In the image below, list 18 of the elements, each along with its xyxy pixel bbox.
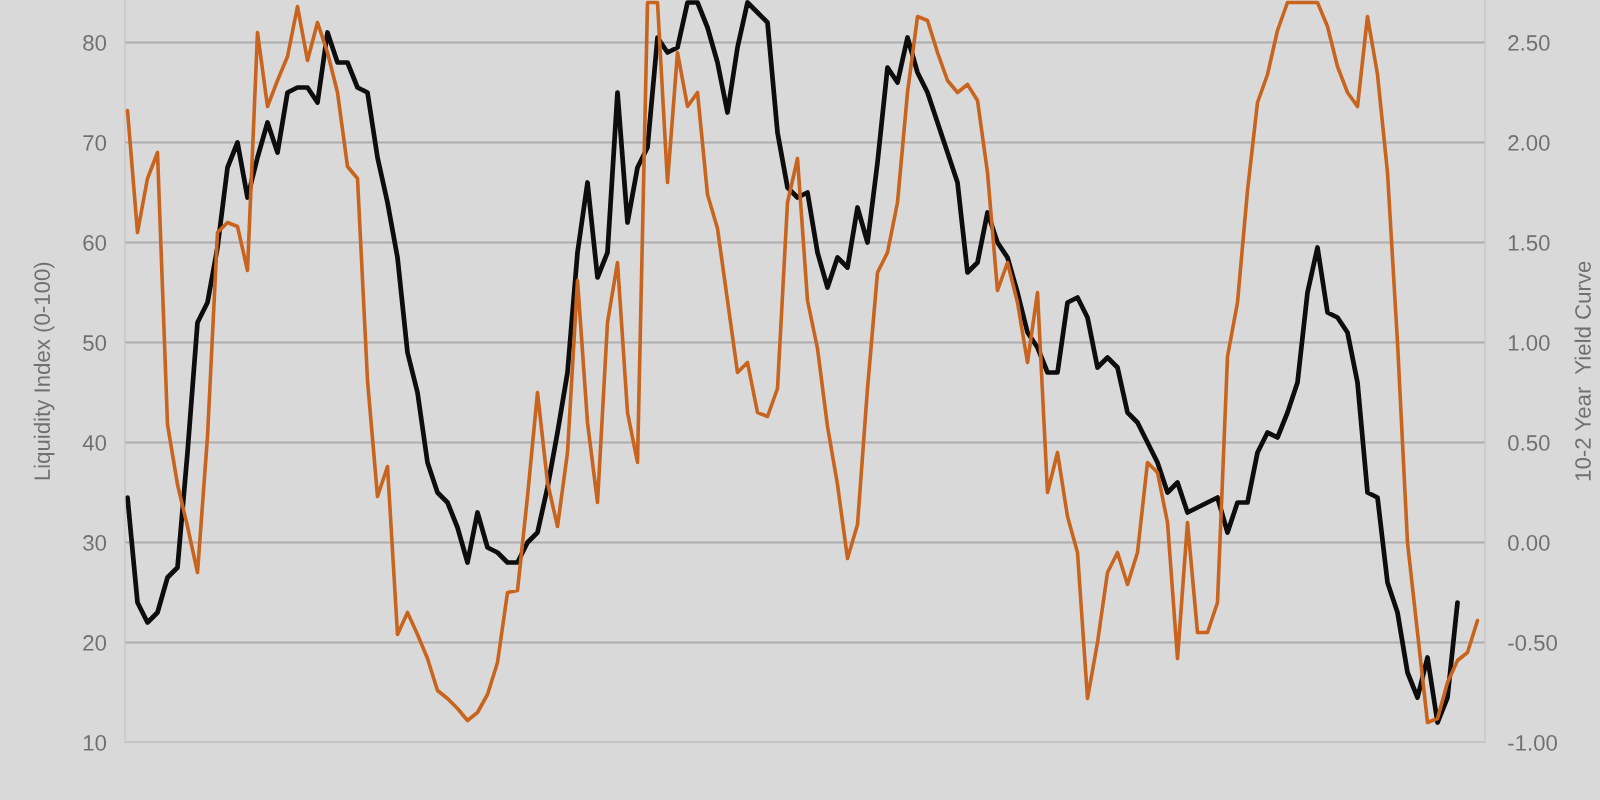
y-tick-label: 20 <box>83 635 107 651</box>
y-tick-label: 60 <box>83 235 107 251</box>
y2-tick-label: -0.50 <box>1508 635 1557 651</box>
y2-tick-label: 1.00 <box>1508 335 1550 351</box>
y-tick-label: 80 <box>83 35 107 51</box>
y2-tick-label: 0.50 <box>1508 435 1550 451</box>
y2-tick-label: -1.00 <box>1508 735 1557 751</box>
y-tick-label: 50 <box>83 335 107 351</box>
y-tick-label: 10 <box>83 735 107 751</box>
y2-tick-label: 2.50 <box>1508 35 1550 51</box>
y-tick-label: 70 <box>83 135 107 151</box>
y-tick-label: 30 <box>83 535 107 551</box>
y2-axis-title: 10-2 Year Yield Curve <box>1574 261 1591 481</box>
y2-tick-label: 0.00 <box>1508 535 1550 551</box>
y2-tick-label: 1.50 <box>1508 235 1550 251</box>
y-axis-title: Liquidity Index (0-100) <box>33 262 55 480</box>
y-tick-label: 40 <box>82 435 107 451</box>
y2-tick-label: 2.00 <box>1508 135 1550 151</box>
